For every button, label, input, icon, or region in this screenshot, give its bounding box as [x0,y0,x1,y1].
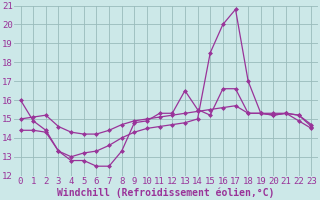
X-axis label: Windchill (Refroidissement éolien,°C): Windchill (Refroidissement éolien,°C) [57,187,275,198]
